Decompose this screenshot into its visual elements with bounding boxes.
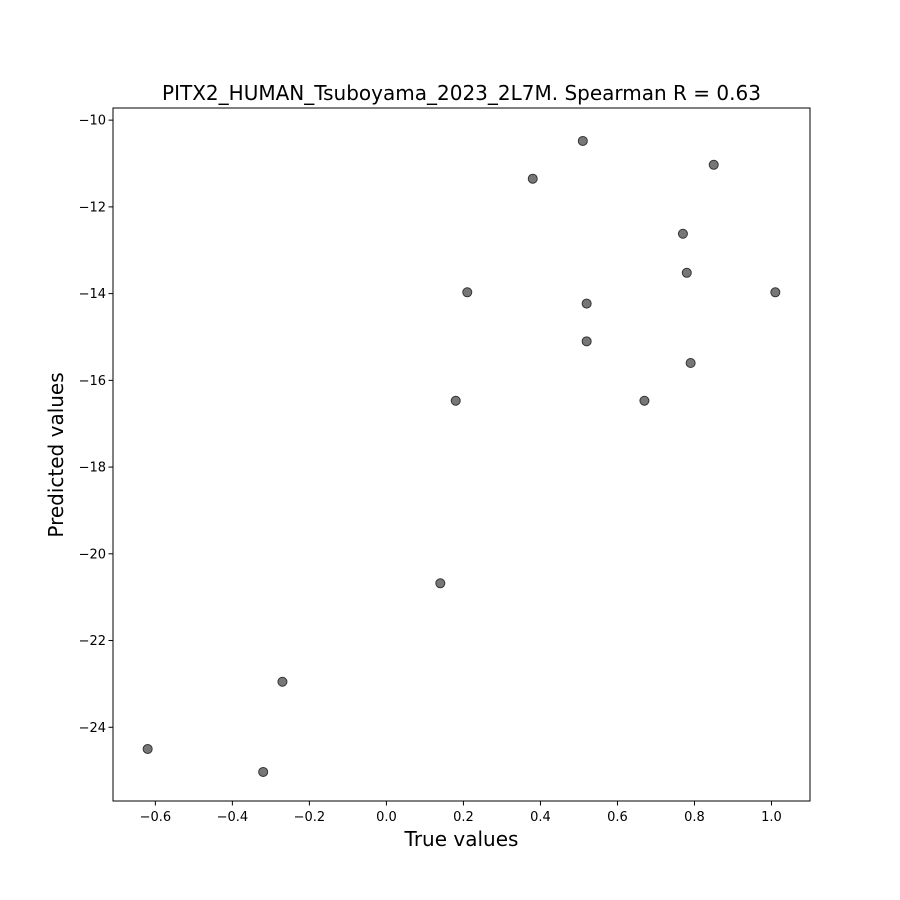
y-tick-label: −12 (79, 200, 106, 215)
y-axis-label: Predicted values (44, 372, 68, 537)
y-tick-label: −16 (79, 374, 106, 389)
data-point (708, 159, 719, 170)
x-tick-label: 0.4 (530, 810, 551, 825)
y-tick-label: −18 (79, 461, 106, 476)
data-point (142, 743, 153, 754)
y-tick-label: −14 (79, 287, 106, 302)
x-tick-label: 0.2 (453, 810, 474, 825)
x-tick-label: −0.4 (217, 810, 249, 825)
data-point (681, 267, 692, 278)
data-point (581, 298, 592, 309)
x-axis-label: True values (404, 827, 519, 851)
data-point (577, 135, 588, 146)
plot-marks (142, 135, 781, 777)
data-point (685, 357, 696, 368)
data-point (435, 578, 446, 589)
x-tick-label: 0.0 (376, 810, 397, 825)
data-point (677, 228, 688, 239)
y-axis: −24 −22 −20 −18 −16 −14 −12 −10 (79, 114, 113, 736)
x-tick-label: −0.2 (294, 810, 326, 825)
data-point (639, 395, 650, 406)
plot-area-frame (112, 107, 811, 802)
data-point (258, 766, 269, 777)
data-point (450, 395, 461, 406)
y-tick-label: −24 (79, 721, 106, 736)
y-tick-label: −22 (79, 634, 106, 649)
y-tick-label: −10 (79, 114, 106, 129)
x-tick-label: 0.8 (684, 810, 705, 825)
x-axis: −0.6 −0.4 −0.2 0.0 0.2 0.4 0.6 0.8 1.0 (140, 801, 782, 825)
data-point (770, 287, 781, 298)
data-point (581, 336, 592, 347)
data-point (277, 676, 288, 687)
data-point (462, 287, 473, 298)
data-point (527, 173, 538, 184)
y-tick-label: −20 (79, 547, 106, 562)
x-tick-label: 0.6 (607, 810, 628, 825)
chart-title: PITX2_HUMAN_Tsuboyama_2023_2L7M. Spearma… (162, 81, 761, 105)
x-tick-label: −0.6 (140, 810, 172, 825)
x-tick-label: 1.0 (761, 810, 782, 825)
